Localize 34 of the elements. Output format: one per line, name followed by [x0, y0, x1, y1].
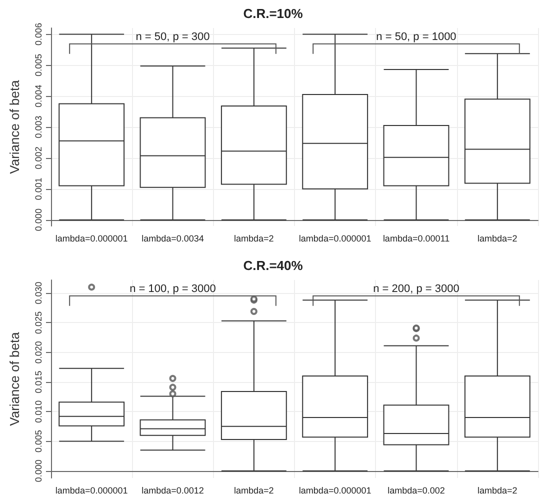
annotation: n = 200, p = 3000 [373, 282, 460, 295]
y-tick-label: 0.005 [34, 430, 44, 453]
x-tick-label: lambda=0.000001 [298, 486, 372, 496]
y-tick-label: 0.005 [34, 54, 44, 76]
x-tick-label: lambda=2 [478, 234, 518, 244]
y-tick-label: 0.004 [34, 84, 44, 108]
x-tick-label: lambda=0.000001 [298, 234, 372, 244]
x-tick-label: lambda=0.002 [388, 486, 445, 496]
x-tick-label: lambda=2 [478, 486, 518, 496]
chart-title: C.R.=10% [243, 6, 304, 21]
y-axis-title: Variance of beta [7, 79, 22, 174]
annotation: n = 50, p = 1000 [376, 30, 456, 43]
annotation: n = 100, p = 3000 [130, 282, 216, 295]
y-tick-label: 0.000 [34, 208, 44, 232]
y-tick-label: 0.006 [34, 22, 44, 46]
x-tick-label: lambda=2 [234, 486, 274, 496]
x-tick-label: lambda=0.000001 [55, 234, 128, 244]
y-tick-label: 0.015 [34, 370, 44, 394]
y-axis-title: Variance of beta [7, 331, 22, 426]
y-tick-label: 0.000 [34, 460, 44, 482]
y-tick-label: 0.001 [34, 178, 44, 200]
x-tick-label: lambda=0.000001 [55, 486, 128, 496]
annotation: n = 50, p = 300 [136, 30, 210, 43]
x-tick-label: lambda=0.00011 [382, 234, 450, 244]
y-tick-label: 0.003 [34, 116, 44, 138]
chart-title: C.R.=40% [243, 258, 304, 273]
x-tick-label: lambda=0.0012 [142, 486, 204, 496]
y-tick-label: 0.030 [34, 282, 44, 304]
x-tick-label: lambda=0.0034 [142, 234, 204, 244]
y-tick-label: 0.020 [34, 341, 44, 364]
y-tick-label: 0.025 [34, 311, 44, 334]
x-tick-label: lambda=2 [234, 234, 274, 244]
y-tick-label: 0.010 [34, 400, 44, 423]
y-tick-label: 0.002 [34, 146, 44, 170]
